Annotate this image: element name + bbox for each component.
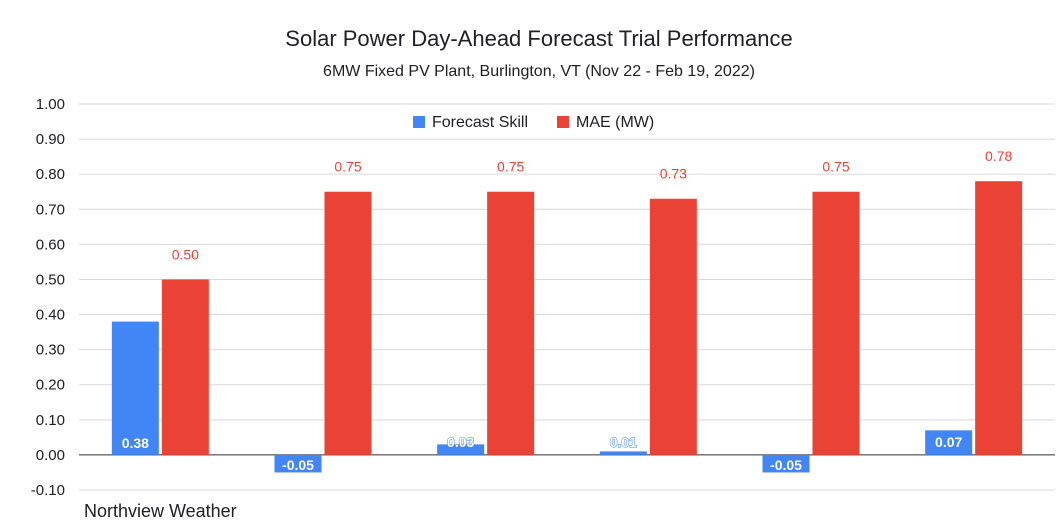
mae-bar bbox=[812, 191, 860, 455]
y-tick-label: 0.50 bbox=[36, 271, 65, 288]
legend-swatch-forecast-skill bbox=[413, 116, 425, 128]
mae-data-label: 0.73 bbox=[660, 166, 687, 182]
legend-swatch-mae bbox=[557, 116, 569, 128]
mae-bar bbox=[324, 191, 372, 455]
y-tick-label: 0.10 bbox=[36, 412, 65, 429]
y-tick-label: 0.80 bbox=[36, 166, 65, 183]
y-tick-label: 0.70 bbox=[36, 201, 65, 218]
y-tick-label: 0.30 bbox=[36, 342, 65, 359]
forecast-skill-data-label: 0.07 bbox=[935, 434, 962, 450]
forecast-skill-bar bbox=[111, 321, 159, 455]
mae-data-label: 0.78 bbox=[985, 148, 1012, 164]
forecast-skill-data-label: -0.05 bbox=[770, 457, 802, 473]
y-tick-label: 1.00 bbox=[36, 96, 65, 113]
chart-title: Solar Power Day-Ahead Forecast Trial Per… bbox=[285, 26, 792, 51]
mae-bar bbox=[649, 198, 697, 455]
forecast-skill-bar bbox=[599, 451, 647, 455]
y-tick-label: 0.40 bbox=[36, 307, 65, 324]
bars bbox=[111, 181, 1023, 473]
mae-bar bbox=[487, 191, 535, 455]
x-axis-categories: Northview Weather bbox=[84, 501, 237, 521]
mae-data-label: 0.75 bbox=[822, 159, 849, 175]
mae-data-label: 0.75 bbox=[497, 159, 524, 175]
y-tick-label: 0.60 bbox=[36, 236, 65, 253]
data-labels: 0.38 0.50 -0.05 0.75 0.03 0.75 0.01 0.73 -0.05 0.… bbox=[122, 148, 1013, 473]
x-category-label: Northview Weather bbox=[84, 501, 237, 521]
forecast-skill-data-label: -0.05 bbox=[282, 457, 314, 473]
y-tick-label: 0.90 bbox=[36, 131, 65, 148]
forecast-skill-bar bbox=[274, 454, 322, 473]
forecast-skill-bar bbox=[437, 444, 485, 455]
y-tick-label: -0.10 bbox=[31, 482, 65, 499]
chart-subtitle: 6MW Fixed PV Plant, Burlington, VT (Nov … bbox=[323, 63, 755, 80]
gridlines bbox=[79, 103, 1055, 491]
legend-label-forecast-skill: Forecast Skill bbox=[432, 114, 528, 131]
legend: Forecast Skill MAE (MW) bbox=[413, 114, 654, 131]
forecast-skill-data-label: 0.38 bbox=[122, 435, 149, 451]
mae-bar bbox=[161, 279, 209, 455]
forecast-skill-data-label: 0.01 bbox=[610, 434, 637, 450]
mae-data-label: 0.50 bbox=[172, 246, 199, 262]
forecast-skill-data-label: 0.03 bbox=[447, 434, 474, 450]
legend-label-mae: MAE (MW) bbox=[576, 114, 654, 131]
mae-bar bbox=[975, 181, 1023, 455]
mae-data-label: 0.75 bbox=[334, 159, 361, 175]
forecast-skill-bar bbox=[925, 430, 973, 455]
y-axis-ticks: 1.00 0.90 0.80 0.70 0.60 0.50 0.40 0.30 0.20 0.10… bbox=[31, 96, 65, 499]
y-tick-label: 0.20 bbox=[36, 377, 65, 394]
forecast-skill-bar bbox=[762, 454, 810, 473]
y-tick-label: 0.00 bbox=[36, 447, 65, 464]
